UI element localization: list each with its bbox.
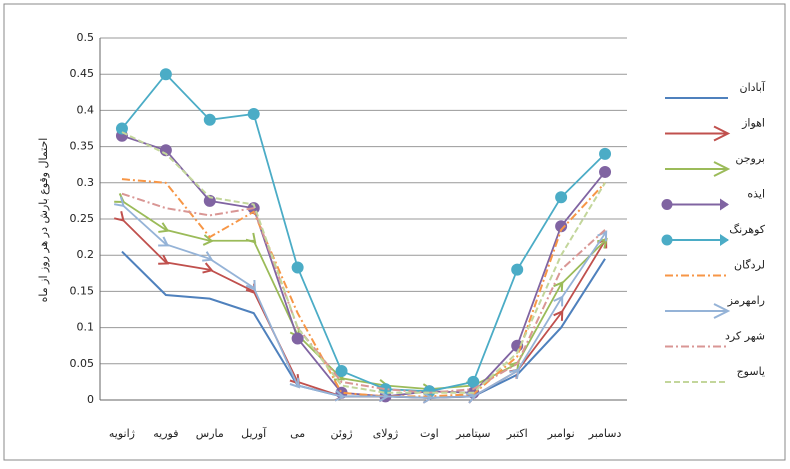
point-marker [291,332,304,345]
point-marker [202,234,214,246]
point-marker [553,309,564,321]
point-marker [159,68,172,81]
point-marker [509,368,520,380]
y-tick-label: 0.3 [77,176,95,189]
series-line [121,192,606,394]
legend-label: بروجن [735,152,765,165]
point-marker [113,210,125,222]
x-tick-label: آوریل [241,426,267,440]
point-marker [113,196,125,208]
legend-marker [713,161,731,177]
point-marker [158,236,170,247]
legend-label: رامهرمز [727,294,765,307]
x-tick-label: اکتبر [506,427,528,440]
y-tick-label: 0.25 [70,212,95,225]
point-marker [291,261,304,274]
legend-label: ایذه [747,188,765,201]
legend-label: آبادان [739,80,765,94]
chart-frame [3,3,786,461]
point-marker [599,165,612,178]
x-tick-label: ژانویه [109,427,135,440]
y-tick-label: 0.5 [77,31,95,44]
series-line [121,200,606,391]
x-tick-label: اوت [420,427,439,440]
y-tick-label: 0.1 [77,321,95,334]
point-marker [247,108,260,121]
series-line [121,203,606,399]
point-marker [203,113,216,126]
point-marker [289,377,301,389]
legend-label: اهواز [741,117,765,130]
point-marker [555,191,568,204]
point-marker [334,389,346,402]
legend-marker [720,198,729,211]
y-tick-label: 0 [87,393,94,406]
legend-marker [661,199,673,210]
x-tick-label: مارس [196,427,224,440]
x-tick-label: ژولای [373,427,399,440]
point-marker [158,254,170,265]
y-tick-label: 0.05 [70,357,95,370]
x-tick-label: سپتامبر [455,427,491,440]
point-marker [511,263,524,276]
point-marker [422,391,434,404]
point-marker [467,375,480,388]
legend-label: شهر کرد [725,330,765,343]
point-marker [114,193,126,204]
point-marker [599,147,612,160]
y-tick-label: 0.4 [77,103,95,116]
legend-marker [713,125,731,142]
y-axis-label: احتمال وقوع بارش در هر روز از ماه [37,138,50,303]
point-marker [115,122,128,135]
y-tick-label: 0.35 [70,140,95,153]
point-marker [202,262,214,274]
legend-label: لردگان [734,259,765,272]
legend-marker [661,234,673,246]
x-tick-label: ژوئن [331,427,353,440]
legend-label: کوهرنگ [729,223,765,236]
x-tick-label: نوامبر [547,427,575,440]
legend-label: یاسوج [737,365,765,378]
point-marker [245,232,257,244]
y-tick-label: 0.2 [77,248,95,261]
x-tick-label: دسامبر [588,427,622,440]
y-tick-label: 0.45 [70,67,95,80]
point-marker [202,251,214,262]
x-tick-label: فوریه [153,427,178,440]
x-tick-label: می [290,427,305,440]
point-marker [158,222,170,233]
point-marker [553,295,564,307]
series-line [121,72,606,393]
y-tick-label: 0.15 [70,284,95,297]
point-marker [465,392,478,404]
point-marker [245,279,256,291]
series-line [121,131,606,394]
legend-marker [713,303,731,319]
point-marker [335,365,348,378]
point-marker [553,280,564,293]
legend-marker [720,234,729,246]
